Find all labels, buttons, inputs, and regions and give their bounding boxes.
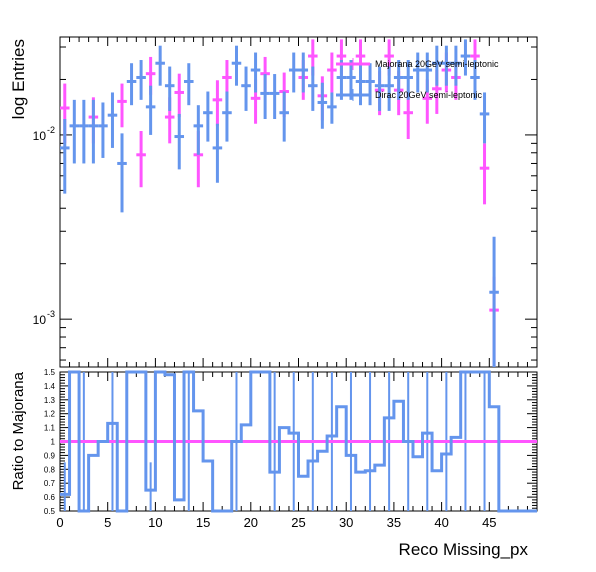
ratio-y-axis-label: Ratio to Majorana (10, 371, 27, 490)
x-tick-label: 30 (339, 515, 353, 530)
x-tick-label: 10 (148, 515, 162, 530)
x-tick-label: 20 (244, 515, 258, 530)
main-plot-series (60, 39, 499, 367)
x-axis-label: Reco Missing_px (399, 540, 529, 559)
ratio-y-tick-label: 1.5 (44, 368, 56, 377)
y-axis-label: log Entries (9, 39, 28, 119)
y-tick-label: 10 (33, 313, 47, 327)
series-dirac (60, 39, 499, 367)
ratio-y-tick-label: 0.9 (44, 451, 56, 460)
ratio-y-tick-label: 0.8 (44, 465, 56, 474)
ratio-plot-panel: 0.5 0.6 0.7 0.8 0.9 1 1.1 1.2 1.3 1.4 1.5 0 5 10 15 20… (10, 368, 538, 559)
ratio-y-tick-label: 0.6 (44, 493, 56, 502)
legend-label: Dirac 20GeV semi-leptonic (375, 90, 483, 100)
legend: Majorana 20GeV semi-leptonic Dirac 20GeV … (336, 58, 499, 101)
legend-label: Majorana 20GeV semi-leptonic (375, 59, 499, 69)
x-tick-label: 15 (196, 515, 210, 530)
y-tick-label-exponent: -3 (47, 309, 55, 319)
x-tick-label: 0 (56, 515, 63, 530)
x-tick-label: 40 (434, 515, 448, 530)
x-tick-label: 45 (482, 515, 496, 530)
main-plot-panel: 10-210-3 log Entries Majorana 20GeV semi… (9, 36, 538, 368)
x-tick-label: 25 (291, 515, 305, 530)
ratio-plot-y-tick-labels: 0.5 0.6 0.7 0.8 0.9 1 1.1 1.2 1.3 1.4 1.5 (44, 368, 56, 516)
ratio-y-tick-label: 1.3 (44, 396, 56, 405)
ratio-step-line (60, 370, 537, 513)
ratio-y-tick-label: 0.5 (44, 507, 56, 516)
ratio-y-tick-label: 1.2 (44, 410, 56, 419)
ratio-y-tick-label: 1 (51, 438, 56, 447)
ratio-y-tick-label: 1.1 (44, 424, 56, 433)
y-tick-label-exponent: -2 (47, 125, 55, 135)
ratio-y-tick-label: 0.7 (44, 479, 56, 488)
ratio-plot-series (60, 370, 537, 513)
x-tick-label: 5 (104, 515, 111, 530)
y-tick-label: 10 (33, 129, 47, 143)
ratio-y-tick-label: 1.4 (44, 382, 56, 391)
x-tick-label: 35 (387, 515, 401, 530)
main-plot-y-tick-labels: 10-210-3 (33, 125, 55, 327)
x-tick-labels: 0 5 10 15 20 25 30 35 40 45 (56, 515, 496, 530)
